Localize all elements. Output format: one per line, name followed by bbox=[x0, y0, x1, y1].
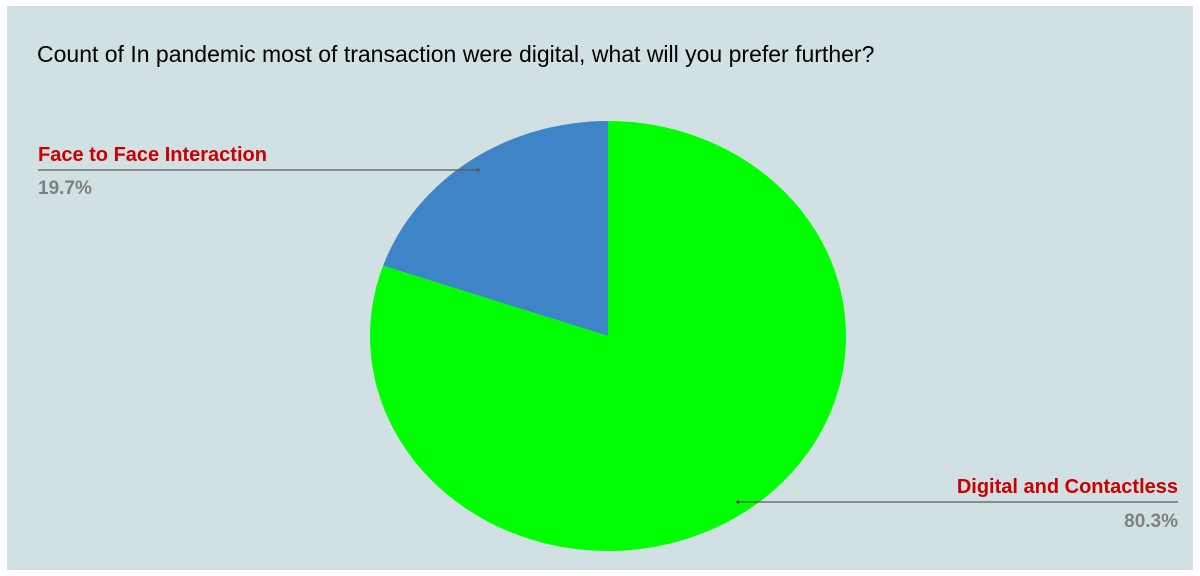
pie-slice-face-to-face-interaction bbox=[383, 121, 608, 336]
slice-percent-label: 80.3% bbox=[1124, 511, 1178, 532]
chart-title: Count of In pandemic most of transaction… bbox=[37, 41, 875, 67]
leader-dot bbox=[476, 168, 480, 172]
slice-percent-label: 19.7% bbox=[38, 178, 92, 199]
pie-slice-digital-and-contactless bbox=[369, 121, 846, 551]
slice-label: Face to Face Interaction bbox=[38, 144, 267, 166]
leader-dot bbox=[736, 500, 740, 504]
slice-label: Digital and Contactless bbox=[957, 476, 1178, 498]
